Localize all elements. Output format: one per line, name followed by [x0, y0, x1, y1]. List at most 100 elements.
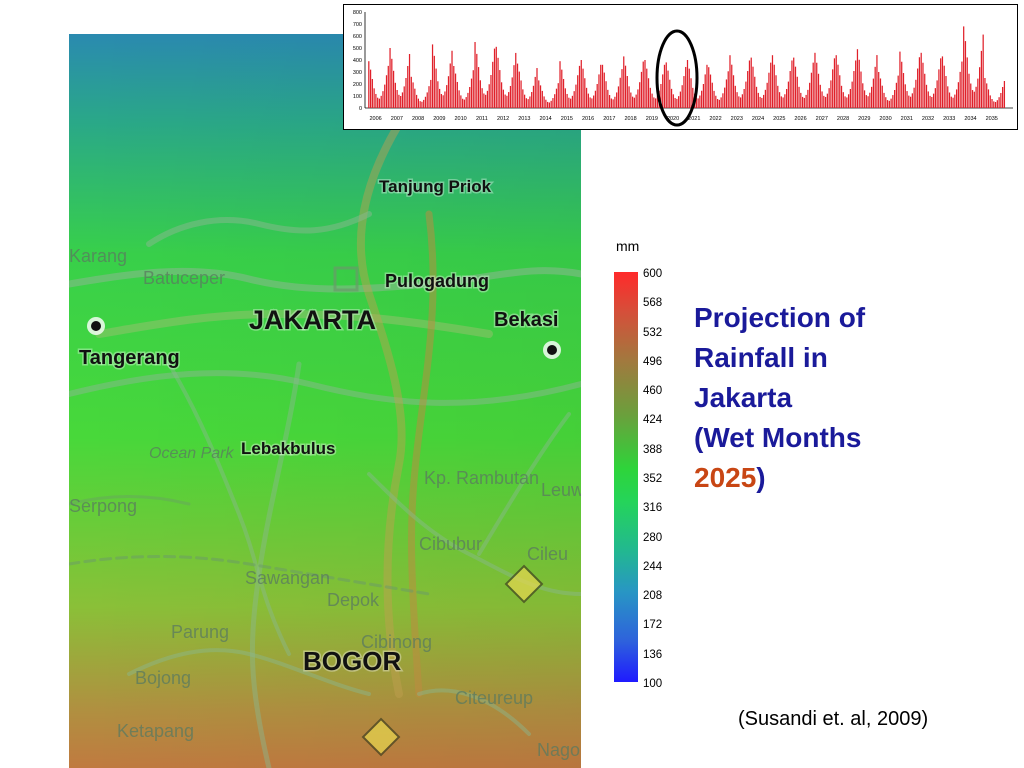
chart-bar [888, 100, 890, 108]
chart-bar [844, 96, 846, 108]
chart-bar [678, 96, 680, 108]
x-tick-label: 2022 [709, 116, 721, 122]
chart-bar [713, 90, 715, 108]
chart-bar [945, 76, 947, 108]
chart-bar [966, 57, 968, 108]
chart-bar [941, 56, 944, 108]
chart-bar [823, 95, 825, 108]
chart-bar [377, 97, 379, 108]
chart-bar [616, 92, 618, 108]
chart-bar [655, 98, 657, 108]
x-tick-label: 2027 [816, 116, 828, 122]
chart-bar [531, 92, 533, 108]
chart-bar [593, 95, 595, 108]
chart-bar [862, 83, 864, 108]
chart-bar [918, 57, 921, 108]
chart-bar [575, 84, 577, 108]
jakarta-region-map: Batuceper Karang Ocean Park Serpong Kp. … [69, 34, 581, 768]
place-label-tanjung-priok: Tanjung Priok [379, 177, 492, 196]
chart-bar [851, 81, 853, 108]
chart-bar [906, 91, 908, 108]
chart-bar [761, 97, 763, 108]
chart-bar [784, 94, 786, 108]
chart-bar [649, 87, 651, 108]
chart-bar [695, 97, 697, 108]
chart-bar [771, 55, 774, 108]
chart-bar [924, 73, 926, 108]
chart-bar [520, 80, 522, 108]
chart-bar [605, 81, 607, 108]
chart-bar [419, 101, 421, 108]
chart-bar [826, 93, 828, 108]
legend-tick-label: 208 [643, 590, 663, 603]
chart-bar [614, 96, 616, 108]
chart-bar [481, 88, 483, 108]
chart-bar [541, 90, 543, 108]
chart-bar [539, 85, 542, 108]
chart-bar [732, 75, 735, 108]
chart-bar [679, 91, 682, 108]
chart-bar [798, 86, 800, 108]
chart-bar [465, 97, 467, 108]
chart-bar [982, 34, 984, 108]
chart-bar [979, 67, 981, 108]
chart-bar [456, 81, 458, 108]
place-label-leuw: Leuw [541, 480, 581, 500]
chart-bar [529, 96, 531, 108]
chart-bar [904, 84, 906, 108]
chart-bar [971, 90, 974, 108]
x-tick-label: 2033 [943, 116, 955, 122]
chart-bar [770, 62, 772, 108]
chart-bar [492, 61, 494, 108]
place-label-parung: Parung [171, 622, 229, 642]
chart-bar [777, 85, 779, 108]
chart-bar [642, 61, 644, 108]
place-label-depok: Depok [327, 590, 380, 610]
chart-bar [865, 95, 867, 108]
chart-bar [757, 92, 759, 108]
chart-bar [646, 68, 648, 108]
x-tick-label: 2016 [582, 116, 594, 122]
chart-bar [754, 76, 756, 108]
chart-bar [571, 95, 574, 108]
chart-bar [670, 88, 673, 108]
chart-bar [842, 92, 844, 108]
chart-bar [394, 82, 396, 108]
chart-bar [1000, 93, 1002, 108]
chart-bar [430, 79, 432, 108]
x-tick-label: 2009 [433, 116, 445, 122]
chart-bar [782, 97, 784, 108]
y-tick-label: 400 [353, 58, 362, 64]
chart-bar [787, 81, 790, 108]
chart-bar [559, 61, 561, 108]
legend-tick-label: 316 [643, 502, 663, 515]
chart-bar [644, 60, 646, 108]
legend-color-bar [614, 272, 638, 682]
chart-bar [403, 86, 405, 108]
chart-bar [667, 70, 669, 108]
y-tick-label: 700 [353, 22, 362, 28]
chart-bar [686, 60, 689, 108]
chart-bar [578, 65, 581, 108]
chart-bar [902, 73, 905, 108]
chart-bar [683, 76, 685, 108]
chart-bar [869, 92, 871, 108]
chart-bar [570, 98, 572, 108]
chart-bar [515, 52, 517, 108]
chart-bar [817, 73, 820, 108]
x-tick-label: 2007 [391, 116, 403, 122]
chart-bar [885, 97, 887, 108]
chart-bar [701, 90, 703, 108]
chart-bar [752, 66, 754, 108]
chart-bar [497, 57, 499, 108]
x-tick-label: 2035 [986, 116, 998, 122]
chart-bar [931, 96, 933, 108]
chart-bar [846, 97, 848, 108]
chart-bar [400, 96, 402, 108]
chart-bar [368, 61, 370, 108]
chart-bar [722, 93, 724, 108]
chart-bar [892, 95, 894, 108]
chart-bar [550, 100, 552, 108]
chart-bar [741, 94, 743, 108]
legend-tick-label: 568 [643, 297, 663, 310]
